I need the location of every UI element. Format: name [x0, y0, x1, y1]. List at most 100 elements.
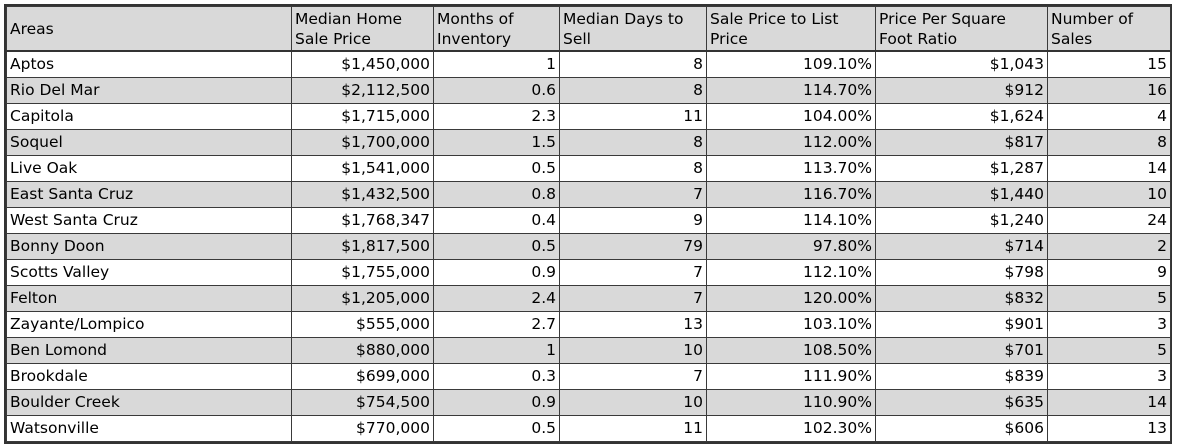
- cell-sale-to-list-price: 114.70%: [706, 77, 876, 104]
- cell-sale-to-list-price: 108.50%: [706, 337, 876, 364]
- cell-median-home-sale-price: $1,432,500: [291, 181, 434, 208]
- cell-months-of-inventory: 0.5: [433, 233, 560, 260]
- cell-median-days-to-sell: 7: [559, 363, 707, 390]
- table-row: Bonny Doon $1,817,500 0.5 79 97.80% $714 2: [6, 233, 1171, 260]
- cell-sale-to-list-price: 120.00%: [706, 285, 876, 312]
- cell-price-per-square-foot: $1,440: [875, 181, 1048, 208]
- cell-price-per-square-foot: $1,624: [875, 103, 1048, 130]
- cell-area: Scotts Valley: [6, 259, 292, 286]
- cell-median-home-sale-price: $1,541,000: [291, 155, 434, 182]
- table-row: Scotts Valley $1,755,000 0.9 7 112.10% $798 9: [6, 259, 1171, 286]
- market-stats-table: Areas Median Home Sale Price Months of I…: [6, 6, 1171, 442]
- cell-number-of-sales: 2: [1047, 233, 1171, 260]
- table-row: Brookdale $699,000 0.3 7 111.90% $839 3: [6, 363, 1171, 390]
- cell-months-of-inventory: 0.9: [433, 389, 560, 416]
- header-months-of-inventory: Months of Inventory: [433, 6, 560, 52]
- cell-sale-to-list-price: 109.10%: [706, 50, 876, 78]
- cell-sale-to-list-price: 116.70%: [706, 181, 876, 208]
- cell-area: Live Oak: [6, 155, 292, 182]
- header-median-days-to-sell: Median Days to Sell: [559, 6, 707, 52]
- cell-median-days-to-sell: 9: [559, 207, 707, 234]
- cell-price-per-square-foot: $832: [875, 285, 1048, 312]
- cell-sale-to-list-price: 113.70%: [706, 155, 876, 182]
- cell-median-home-sale-price: $770,000: [291, 415, 434, 442]
- cell-sale-to-list-price: 112.00%: [706, 129, 876, 156]
- table-row: Watsonville $770,000 0.5 11 102.30% $606 13: [6, 415, 1171, 442]
- cell-months-of-inventory: 2.3: [433, 103, 560, 130]
- cell-sale-to-list-price: 112.10%: [706, 259, 876, 286]
- cell-median-home-sale-price: $1,205,000: [291, 285, 434, 312]
- cell-median-home-sale-price: $754,500: [291, 389, 434, 416]
- cell-price-per-square-foot: $901: [875, 311, 1048, 338]
- cell-price-per-square-foot: $912: [875, 77, 1048, 104]
- cell-median-days-to-sell: 7: [559, 285, 707, 312]
- cell-number-of-sales: 15: [1047, 50, 1171, 78]
- cell-price-per-square-foot: $1,287: [875, 155, 1048, 182]
- cell-median-home-sale-price: $1,817,500: [291, 233, 434, 260]
- cell-median-home-sale-price: $1,768,347: [291, 207, 434, 234]
- cell-median-days-to-sell: 11: [559, 103, 707, 130]
- cell-sale-to-list-price: 104.00%: [706, 103, 876, 130]
- cell-median-days-to-sell: 79: [559, 233, 707, 260]
- table-row: West Santa Cruz $1,768,347 0.4 9 114.10% $1,2…: [6, 207, 1171, 234]
- table-row: Aptos $1,450,000 1 8 109.10% $1,043 15: [6, 50, 1171, 78]
- market-stats-table-container: Areas Median Home Sale Price Months of I…: [4, 4, 1172, 444]
- cell-median-days-to-sell: 8: [559, 77, 707, 104]
- cell-area: Zayante/Lompico: [6, 311, 292, 338]
- table-row: Soquel $1,700,000 1.5 8 112.00% $817 8: [6, 129, 1171, 156]
- cell-sale-to-list-price: 114.10%: [706, 207, 876, 234]
- cell-price-per-square-foot: $1,240: [875, 207, 1048, 234]
- table-row: Felton $1,205,000 2.4 7 120.00% $832 5: [6, 285, 1171, 312]
- cell-price-per-square-foot: $798: [875, 259, 1048, 286]
- cell-number-of-sales: 3: [1047, 363, 1171, 390]
- header-median-home-sale-price: Median Home Sale Price: [291, 6, 434, 52]
- table-row: Zayante/Lompico $555,000 2.7 13 103.10% $901 3: [6, 311, 1171, 338]
- cell-months-of-inventory: 0.4: [433, 207, 560, 234]
- cell-median-home-sale-price: $1,715,000: [291, 103, 434, 130]
- cell-number-of-sales: 5: [1047, 285, 1171, 312]
- cell-median-days-to-sell: 10: [559, 389, 707, 416]
- table-body: Aptos $1,450,000 1 8 109.10% $1,043 15 Rio Del …: [6, 50, 1171, 442]
- cell-median-home-sale-price: $2,112,500: [291, 77, 434, 104]
- cell-area: West Santa Cruz: [6, 207, 292, 234]
- cell-months-of-inventory: 1.5: [433, 129, 560, 156]
- cell-median-home-sale-price: $1,450,000: [291, 50, 434, 78]
- cell-median-days-to-sell: 13: [559, 311, 707, 338]
- cell-median-home-sale-price: $1,755,000: [291, 259, 434, 286]
- cell-median-days-to-sell: 8: [559, 50, 707, 78]
- table-row: Capitola $1,715,000 2.3 11 104.00% $1,624 4: [6, 103, 1171, 130]
- cell-median-days-to-sell: 8: [559, 155, 707, 182]
- cell-area: Ben Lomond: [6, 337, 292, 364]
- cell-number-of-sales: 3: [1047, 311, 1171, 338]
- cell-median-home-sale-price: $1,700,000: [291, 129, 434, 156]
- cell-sale-to-list-price: 110.90%: [706, 389, 876, 416]
- cell-price-per-square-foot: $714: [875, 233, 1048, 260]
- cell-median-home-sale-price: $555,000: [291, 311, 434, 338]
- cell-number-of-sales: 5: [1047, 337, 1171, 364]
- cell-number-of-sales: 13: [1047, 415, 1171, 442]
- cell-median-days-to-sell: 7: [559, 259, 707, 286]
- cell-price-per-square-foot: $635: [875, 389, 1048, 416]
- cell-number-of-sales: 14: [1047, 389, 1171, 416]
- cell-median-home-sale-price: $880,000: [291, 337, 434, 364]
- cell-months-of-inventory: 2.4: [433, 285, 560, 312]
- cell-area: Watsonville: [6, 415, 292, 442]
- cell-price-per-square-foot: $839: [875, 363, 1048, 390]
- cell-area: Felton: [6, 285, 292, 312]
- cell-median-days-to-sell: 7: [559, 181, 707, 208]
- table-row: Rio Del Mar $2,112,500 0.6 8 114.70% $912 16: [6, 77, 1171, 104]
- cell-number-of-sales: 10: [1047, 181, 1171, 208]
- cell-sale-to-list-price: 102.30%: [706, 415, 876, 442]
- cell-number-of-sales: 16: [1047, 77, 1171, 104]
- cell-sale-to-list-price: 97.80%: [706, 233, 876, 260]
- table-row: Boulder Creek $754,500 0.9 10 110.90% $635 14: [6, 389, 1171, 416]
- table-row: East Santa Cruz $1,432,500 0.8 7 116.70% $1,4…: [6, 181, 1171, 208]
- table-row: Ben Lomond $880,000 1 10 108.50% $701 5: [6, 337, 1171, 364]
- cell-months-of-inventory: 1: [433, 50, 560, 78]
- cell-number-of-sales: 24: [1047, 207, 1171, 234]
- cell-number-of-sales: 14: [1047, 155, 1171, 182]
- cell-price-per-square-foot: $1,043: [875, 50, 1048, 78]
- header-number-of-sales: Number of Sales: [1047, 6, 1171, 52]
- cell-price-per-square-foot: $701: [875, 337, 1048, 364]
- cell-months-of-inventory: 0.5: [433, 415, 560, 442]
